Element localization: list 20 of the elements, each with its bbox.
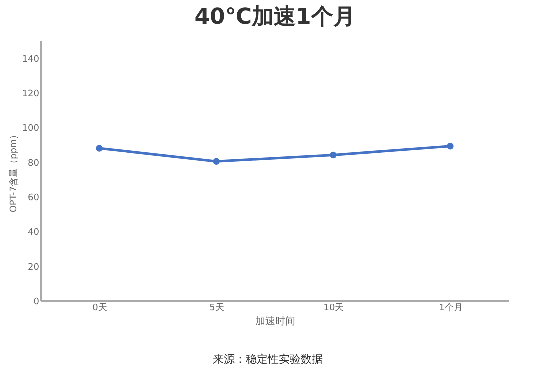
chart-title: 40℃加速1个月 (194, 5, 356, 30)
y-tick-label: 80 (28, 158, 40, 169)
source-note: 来源：稳定性实验数据 (212, 352, 324, 367)
y-tick-label: 120 (22, 90, 40, 100)
y-tick-label: 0 (34, 298, 40, 308)
y-tick-label: 100 (22, 124, 40, 134)
y-axis-title: OPT-7含量（ppm） (8, 130, 20, 213)
point (96, 145, 103, 152)
y-tick-label: 20 (28, 262, 40, 273)
x-tick-label: 0天 (92, 302, 108, 314)
x-tick-label: 10天 (324, 302, 344, 314)
y-tick-label: 40 (28, 228, 40, 238)
y-tick-label: 60 (28, 194, 40, 204)
x-tick-label: 5天 (210, 302, 224, 314)
x-axis-title: 加速时间 (256, 316, 296, 328)
y-tick-label: 140 (22, 54, 40, 65)
point (213, 158, 220, 165)
point (447, 143, 454, 150)
point (330, 152, 337, 159)
x-tick-label: 1个月 (439, 302, 463, 314)
